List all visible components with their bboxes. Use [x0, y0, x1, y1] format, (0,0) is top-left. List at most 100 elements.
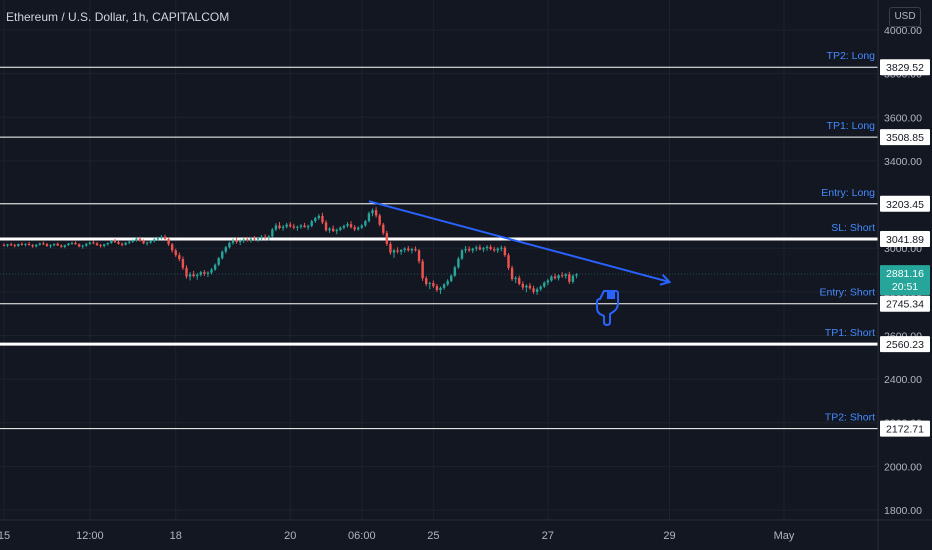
candle-body [56, 243, 59, 246]
candle-body [518, 277, 521, 284]
level-price-box [880, 231, 930, 248]
candle-body [568, 274, 571, 282]
level-lines: TP2: Long TP1: Long Entry: Long SL: Short En… [0, 50, 878, 430]
candle-body [160, 236, 163, 239]
candle-body [339, 227, 342, 230]
candle-body [489, 246, 492, 250]
candle-body [410, 249, 414, 251]
candle-body [292, 226, 296, 228]
candle-body [385, 232, 389, 244]
level-price-box [880, 59, 930, 76]
trendline-arrowhead[interactable] [659, 274, 672, 286]
chart-title: Ethereum / U.S. Dollar, 1h, CAPITALCOM [6, 10, 230, 24]
level-label: Entry: Short [820, 287, 876, 299]
trendline[interactable] [368, 200, 670, 283]
candle-body [35, 244, 38, 247]
candle-body [274, 225, 278, 230]
y-tick-label: 3600.00 [884, 112, 922, 124]
candle-body [20, 244, 24, 246]
candle-body [374, 210, 378, 216]
candle-body [478, 247, 482, 250]
candle-body [428, 283, 431, 285]
level-price-box [880, 336, 930, 353]
candle-body [113, 240, 117, 243]
candle-body [328, 228, 331, 231]
candle-body [399, 249, 403, 252]
candle-body [124, 242, 127, 245]
candle-body [299, 225, 303, 227]
candle-body [38, 243, 41, 245]
candle-body [52, 243, 56, 246]
candle-body [281, 226, 285, 229]
x-tick-label: 27 [542, 530, 554, 542]
candle-body [92, 242, 95, 244]
price-tags: 3829.52 3508.85 3203.45 3041.89 2745.34 2560.… [880, 59, 930, 437]
candle-body [503, 247, 507, 256]
candle-body [442, 284, 446, 288]
candle-body [560, 275, 564, 277]
candle-body [67, 243, 70, 246]
level-price-label: 3508.85 [886, 132, 924, 144]
level-price-label: 2560.23 [886, 339, 924, 351]
y-tick-label: 3400.00 [884, 156, 922, 168]
candle-body [49, 245, 52, 247]
candle-body [138, 238, 142, 241]
candle-body [2, 244, 6, 246]
candle-body [510, 267, 514, 280]
candle-body [525, 285, 528, 288]
candle-body [425, 278, 428, 284]
candle-body [224, 247, 228, 252]
candle-body [321, 215, 324, 223]
candle-body [475, 247, 478, 249]
candle-body [31, 245, 34, 247]
candles [2, 207, 578, 295]
candle-body [253, 238, 256, 240]
candle-body [317, 215, 321, 219]
hand-outline [596, 290, 619, 326]
candle-body [306, 225, 310, 228]
candle-body [278, 225, 281, 229]
candle-body [364, 221, 367, 226]
candle-body [349, 224, 353, 228]
candle-body [99, 245, 102, 247]
level-price-box [880, 129, 930, 146]
candle-body [145, 242, 149, 244]
candle-body [271, 229, 274, 237]
hand-cuff [607, 291, 615, 299]
candle-body [403, 248, 406, 250]
candle-body [128, 241, 131, 243]
annotations[interactable] [368, 200, 672, 326]
candle-body [174, 250, 177, 256]
candle-body [135, 238, 138, 241]
level-label: SL: Short [831, 222, 875, 234]
candle-body [199, 272, 202, 275]
candle-body [192, 274, 195, 277]
candle-body [185, 267, 188, 277]
candle-body [77, 244, 81, 247]
candle-body [496, 248, 499, 251]
time-axis[interactable]: 15 12:00 18 20 06:00 25 27 29 May [0, 519, 932, 542]
candle-body [471, 248, 474, 251]
candle-body [106, 242, 109, 245]
candle-body [485, 246, 489, 249]
candle-body [467, 249, 471, 251]
current-price-label: 2881.16 [886, 268, 924, 280]
level-price-label: 3203.45 [886, 199, 924, 211]
candle-body [414, 249, 417, 251]
candle-body [460, 250, 464, 259]
y-tick-label: 4000.00 [884, 25, 922, 37]
currency-button[interactable]: USD [889, 7, 921, 27]
candle-body [535, 289, 539, 292]
level-label: TP1: Long [827, 120, 876, 132]
pointing-hand-icon[interactable] [596, 290, 619, 326]
candle-body [553, 276, 557, 279]
candle-body [500, 247, 503, 249]
level-label: TP1: Short [825, 327, 875, 339]
candle-body [371, 210, 374, 214]
candle-body [389, 243, 392, 253]
candle-body [45, 244, 49, 246]
x-tick-label: 12:00 [76, 530, 104, 542]
x-tick-label: 18 [170, 530, 182, 542]
x-tick-label: 06:00 [348, 530, 376, 542]
